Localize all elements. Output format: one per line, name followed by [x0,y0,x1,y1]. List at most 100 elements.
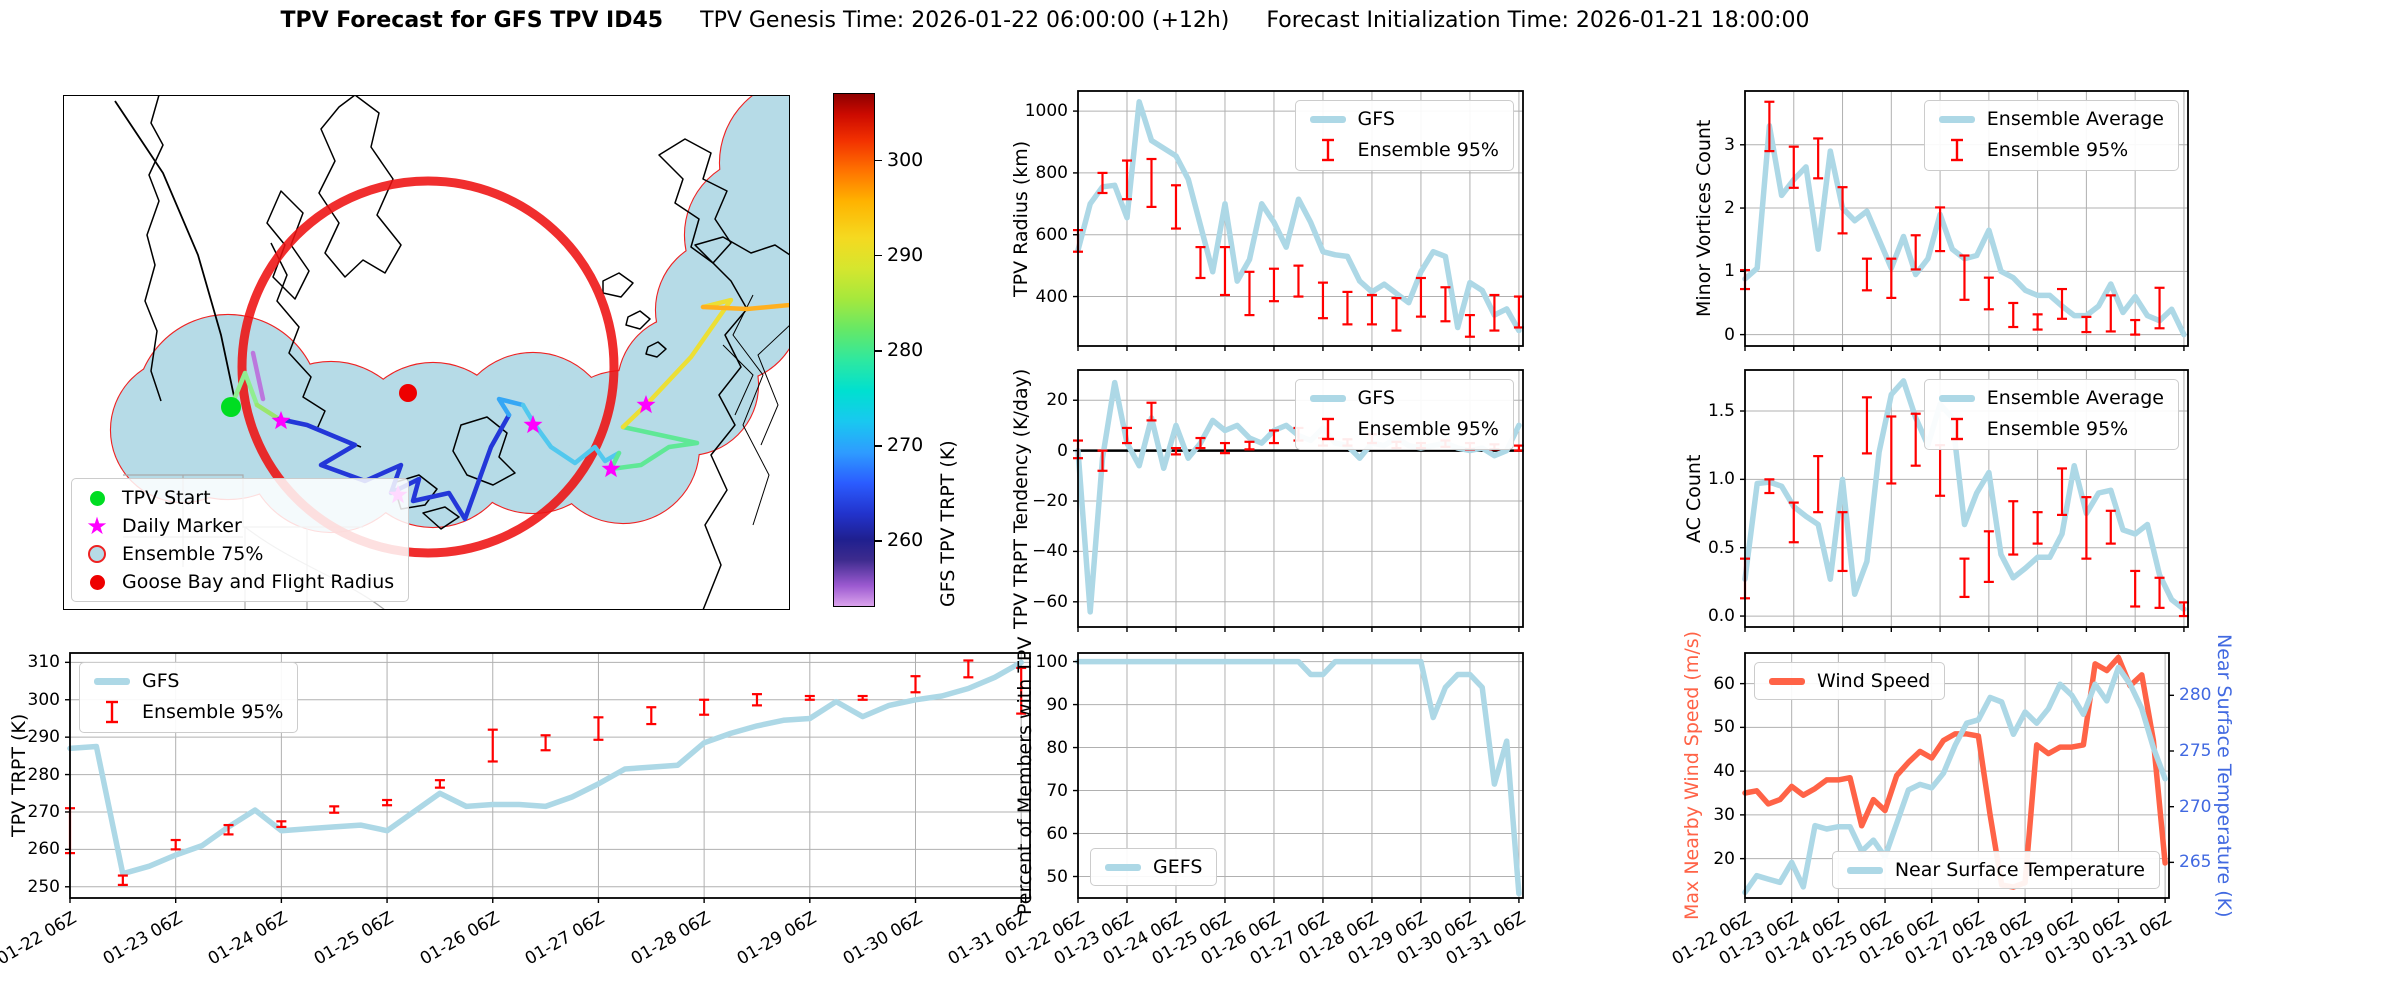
tpv-track-segment [228,370,260,410]
map-legend-label: Daily Marker [122,515,242,537]
ylabel-percent-members: Percent of Members with TPV [1014,636,1036,915]
country-border [732,294,770,526]
legend-label: Ensemble Average [1986,108,2164,130]
map-legend-label: Goose Bay and Flight Radius [122,571,395,593]
chart-tpv-trpt: TPV TRPT (K) 250 260 270 280 290 300 310 01-22 … [0,652,1031,969]
y-tick-label: 100 [1035,651,1068,672]
plot-border [1077,652,1524,899]
map-legend-label: Ensemble 75% [122,543,264,565]
title-init-time: Forecast Initialization Time: 2026-01-21… [1266,8,1810,33]
x-tick-label: 01-27 06Z [522,908,609,970]
legend-item: GEFS [1105,856,1202,878]
coastline [602,272,634,298]
y-tick-label-right: 280 [2179,685,2212,706]
coastline [694,236,791,611]
series-near-surface-temperature [1742,664,2168,896]
plot-border [1744,90,2189,347]
legend-item: GFS [94,670,283,692]
coastline [625,310,651,330]
y-tick-label: 1.0 [1707,469,1735,490]
plot-legend: GFS Ensemble 95% [1294,379,1514,450]
daily-marker-star [601,459,621,478]
plot-border [1077,90,1524,347]
y-tick-label: 400 [1035,286,1068,307]
plot-border [1744,369,2189,628]
legend-label: Ensemble 95% [1986,418,2129,440]
ylabel-near-surface-temp: Near Surface Temperature (K) [2213,633,2235,918]
legend-line-glyph [1105,863,1141,871]
coastline [658,138,732,264]
y-tick-label: 270 [27,801,60,822]
legend-label: Ensemble Average [1986,387,2164,409]
y-tick-label: 3 [1724,134,1735,155]
ylabel-tpv-radius: TPV Radius (km) [1010,140,1032,297]
colorbar-gradient [833,93,875,607]
y-tick-label: −60 [1032,591,1068,612]
ylabel-wind-speed: Max Nearby Wind Speed (m/s) [1681,630,1703,921]
plot-border [1077,369,1524,628]
pre-genesis-track [114,100,236,402]
plot-border [1744,652,2170,899]
legend-label: Ensemble 95% [142,701,284,723]
tpv-track-segment [496,396,526,418]
legend-label: GEFS [1153,856,1203,878]
legend-label: Ensemble 95% [1986,139,2129,161]
ylabel-trpt-tendency: TPV TRPT Tendency (K/day) [1010,368,1032,629]
legend-label: Ensemble 95% [1357,139,1499,161]
daily-marker-star [636,395,656,414]
coastline [318,94,402,278]
chart-trpt-tendency: TPV TRPT Tendency (K/day) −60 −40 −20 0 20 GF… [1010,368,1524,632]
legend-errorbar-glyph [1321,138,1334,162]
y-tick-label: 310 [27,652,60,673]
ylabel-ac-count: AC Count [1683,454,1705,543]
colorbar-tickmark [875,159,882,162]
legend-item: Wind Speed [1769,670,1930,692]
legend-errorbar-glyph [1950,417,1963,441]
legend-errorbar-glyph [1321,417,1334,441]
y-tick-label: 250 [27,876,60,897]
country-border [757,324,791,446]
colorbar-tick-label: 260 [887,529,924,552]
coastline [144,94,164,402]
legend-item: Ensemble 95% [94,699,283,725]
colorbar-label: GFS TPV TRPT (K) [937,440,959,607]
x-tick-label: 01-22 06Z [0,908,80,970]
coastline [645,341,667,358]
legend-line-glyph [1309,115,1346,123]
y-tick-label: −40 [1032,541,1068,562]
colorbar: GFS TPV TRPT (K) 260 270 280 290 300 [833,93,959,607]
colorbar-tick-label: 300 [887,148,924,171]
tpv-start-marker [221,397,241,417]
x-tick-label: 01-25 06Z [310,908,398,970]
series-ensemble-average [1742,378,2187,612]
colorbar-tickmark [875,254,882,257]
legend-label: GFS [1357,387,1395,409]
legend-item: Ensemble 95% [1310,137,1499,163]
x-tick-label: 01-29 06Z [733,908,820,970]
y-tick-label: 2 [1724,198,1735,219]
map-legend: TPV Start ★ Daily Marker Ensemble 75% Goose … [71,478,410,602]
plot-legend: Ensemble Average Ensemble 95% [1923,379,2179,450]
legend-item: GFS [1309,387,1499,409]
figure-title: TPV Forecast for GFS TPV ID45 TPV Genesi… [0,8,2090,33]
y-tick-label: 60 [1046,823,1068,844]
map-legend-item: Goose Bay and Flight Radius [86,571,394,593]
x-tick-label: 01-23 06Z [99,908,186,970]
x-tick-label: 01-26 06Z [416,908,503,970]
y-tick-label: 20 [1046,390,1068,411]
y-tick-label: 290 [27,727,60,748]
plot-canvas [65,652,1031,903]
legend-item: Near Surface Temperature [1846,859,2145,881]
y-tick-label: 1000 [1024,101,1068,122]
y-tick-label: 50 [1046,866,1068,887]
legend-item: Ensemble 95% [1939,137,2164,163]
coastline [452,416,516,486]
legend-line-glyph [1769,677,1805,685]
flight-radius-circle [237,176,619,558]
map-canvas [109,76,892,611]
tpv-track-segment [700,302,793,312]
y-tick-label: 70 [1046,780,1068,801]
legend-line-glyph [1846,866,1883,874]
y-tick-label: 600 [1035,224,1068,245]
